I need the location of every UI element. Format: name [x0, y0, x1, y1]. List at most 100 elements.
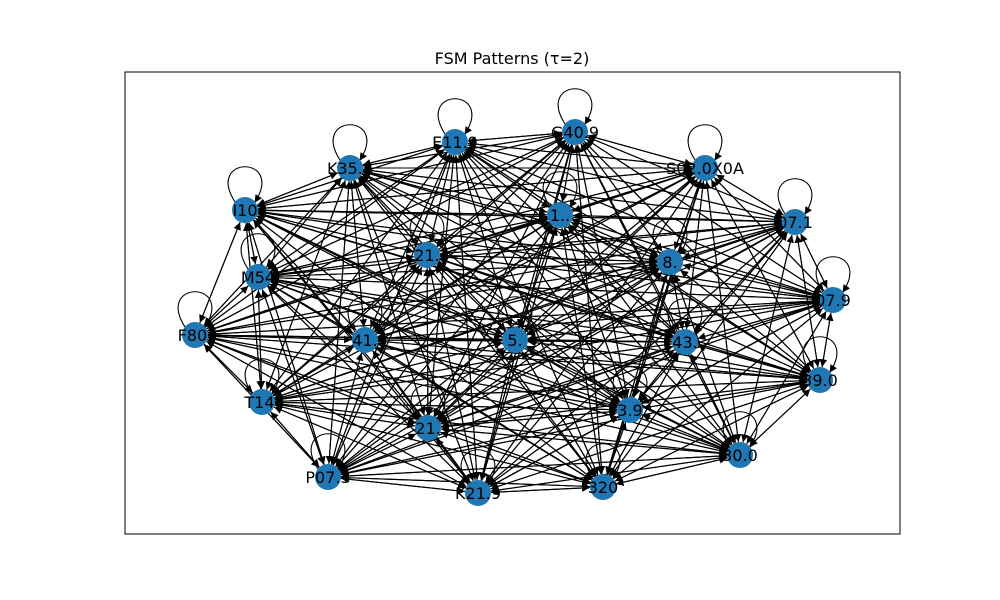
edge [526, 267, 659, 335]
node-label: 1.. [550, 206, 570, 225]
edge [271, 276, 808, 379]
edge [697, 301, 821, 340]
edge [362, 168, 548, 213]
edge [490, 484, 590, 493]
edge [468, 132, 563, 145]
edge [438, 262, 730, 449]
self-loop-edge [777, 178, 813, 215]
edge [271, 276, 673, 341]
graph-node [820, 287, 846, 313]
edge [518, 144, 573, 328]
node-label: 21. [414, 246, 439, 265]
edge [257, 212, 808, 377]
edge [369, 153, 450, 329]
edge [480, 144, 574, 481]
labels-layer: E11.9 G40.9 S02.0X0A K35.8 I10 07.1 1.. 21. 8. M5… [178, 123, 851, 503]
edge [207, 335, 728, 453]
edge [459, 154, 599, 476]
edge [337, 176, 695, 470]
graph-node [657, 249, 683, 275]
edge [467, 143, 783, 220]
edge [204, 344, 254, 394]
edge [339, 228, 784, 472]
edge [487, 230, 785, 486]
edge [821, 313, 834, 368]
edge [376, 173, 694, 335]
edge [265, 178, 342, 268]
edge [433, 143, 570, 417]
edge [362, 173, 809, 376]
edge [428, 155, 457, 416]
node-label: M54 [241, 268, 275, 287]
edge [680, 270, 811, 373]
node-label: 8. [662, 253, 677, 272]
edge [606, 274, 668, 475]
graph-node [442, 129, 468, 155]
self-loop-edge [497, 296, 533, 333]
edge [270, 220, 782, 277]
edge [203, 177, 342, 326]
graph-node [672, 329, 698, 355]
graph-node [315, 464, 341, 490]
edge [207, 339, 417, 424]
edges-layer [199, 129, 834, 496]
edge [586, 139, 823, 294]
node-label: 21. [415, 419, 440, 438]
node-label: G40.9 [551, 123, 599, 142]
edge [480, 352, 514, 481]
node-label: 5. [507, 331, 522, 350]
edge [361, 174, 674, 337]
edge [440, 251, 658, 263]
self-loop-edge [652, 218, 688, 255]
edge [742, 234, 794, 443]
edge [328, 181, 353, 465]
edge [360, 176, 621, 402]
edge [339, 433, 417, 472]
edge [612, 308, 823, 480]
edge [587, 133, 693, 166]
graph-node [562, 119, 588, 145]
self-loop-edge [542, 171, 578, 208]
edge [332, 154, 452, 465]
edge [338, 269, 659, 471]
edge [437, 177, 696, 420]
node-label: 30.0 [722, 446, 758, 465]
node-label: K35.8 [327, 159, 373, 178]
node-label: S02.0X0A [666, 159, 744, 178]
edge [572, 214, 782, 226]
graph-node [617, 397, 643, 423]
edge [436, 438, 471, 484]
edge [467, 146, 822, 296]
edge [580, 143, 735, 444]
edge [561, 145, 576, 203]
edge [269, 137, 564, 273]
edge [247, 222, 325, 465]
node-label: K21.9 [455, 484, 501, 503]
self-loop-edge [244, 358, 280, 395]
edge [690, 353, 735, 444]
graph-node [245, 264, 271, 290]
edge [703, 181, 739, 443]
edge [488, 349, 675, 486]
edge [465, 149, 550, 209]
edge [693, 231, 787, 333]
graph-node [415, 415, 441, 441]
edge [377, 341, 618, 408]
edge [274, 341, 672, 401]
graph-node [414, 242, 440, 268]
edge [638, 231, 787, 401]
edge [462, 153, 624, 400]
self-loop-edge [612, 366, 648, 403]
edge [255, 218, 594, 480]
edge [697, 343, 808, 378]
edge [352, 180, 425, 416]
plot-frame [124, 71, 901, 535]
edge [490, 454, 727, 492]
edge [614, 385, 809, 482]
edge [572, 217, 821, 297]
graph-node [807, 367, 833, 393]
edge [457, 154, 512, 328]
node-label: F80. [178, 326, 213, 345]
graph-node [232, 197, 258, 223]
